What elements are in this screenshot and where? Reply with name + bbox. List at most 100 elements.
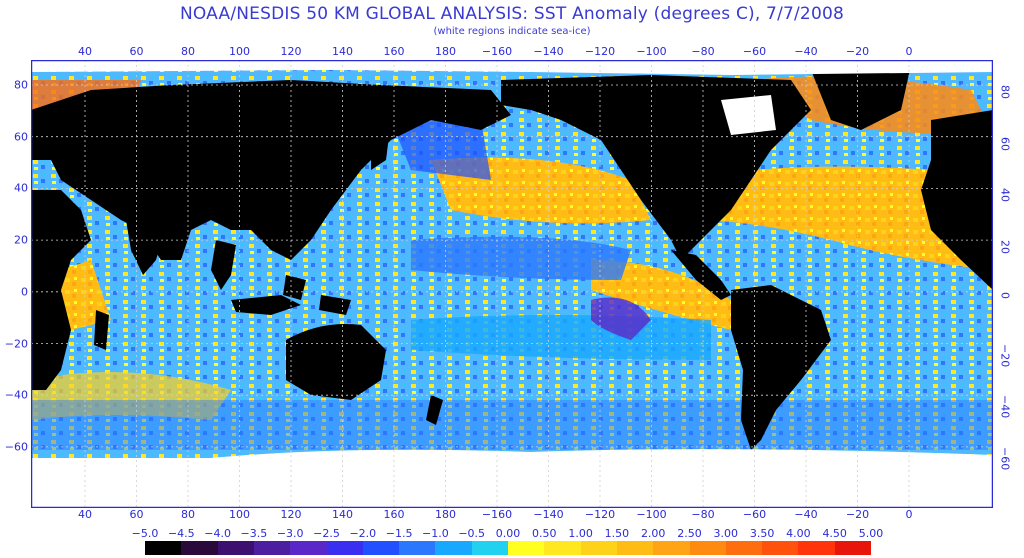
colorbar-swatch xyxy=(544,541,582,555)
land-se-asia xyxy=(211,240,236,290)
latitude-tick-label: 80 xyxy=(14,78,28,92)
colorbar-swatch xyxy=(181,541,219,555)
longitude-tick-label: 40 xyxy=(78,508,92,521)
longitude-tick-label: −40 xyxy=(794,45,818,58)
colorbar-tick-label: −1.5 xyxy=(385,527,413,540)
longitude-tick-label: 120 xyxy=(280,45,302,58)
colorbar-swatch xyxy=(508,541,545,555)
colorbar-tick-label: 4.00 xyxy=(786,527,811,540)
latitude-tick-label: −20 xyxy=(4,337,28,350)
land-greenland xyxy=(811,65,911,130)
longitude-tick-label: −20 xyxy=(845,45,870,58)
longitude-tick-label: −80 xyxy=(691,45,715,58)
latitude-tick-label: 0 xyxy=(998,291,1012,299)
colorbar-tick-label: 2.00 xyxy=(640,527,666,540)
colorbar-tick-label: 3.50 xyxy=(749,527,775,540)
colorbar-swatch xyxy=(798,541,836,555)
latitude-tick-label: −40 xyxy=(4,388,28,402)
colorbar-tick-label: −4.0 xyxy=(204,527,231,540)
land-madagascar xyxy=(94,310,109,350)
latitude-tick-label: −60 xyxy=(4,440,28,454)
colorbar-swatch xyxy=(326,541,364,555)
colorbar-tick-label: −2.0 xyxy=(349,527,377,540)
latitude-tick-label: −20 xyxy=(998,343,1012,367)
colorbar-tick-label: 0.00 xyxy=(495,527,521,540)
latitude-tick-label: 80 xyxy=(998,85,1012,99)
colorbar-tick-label: −1.0 xyxy=(422,527,449,540)
longitude-tick-label: −20 xyxy=(845,508,870,521)
sst-anomaly-map xyxy=(31,60,993,508)
latitude-tick-label: 40 xyxy=(14,181,28,195)
land-central-america xyxy=(671,250,731,300)
graticule-grid xyxy=(31,60,993,508)
colorbar-tick-label: −4.5 xyxy=(167,527,195,540)
longitude-tick-label: −120 xyxy=(584,45,616,58)
longitude-tick-label: −60 xyxy=(742,508,767,521)
colorbar-swatch xyxy=(653,541,690,555)
latitude-tick-label: 20 xyxy=(998,240,1012,255)
land-australia xyxy=(286,324,386,400)
colorbar-tick-label: 0.50 xyxy=(532,527,557,540)
colorbar-swatch xyxy=(725,541,763,555)
land-europe-africa xyxy=(921,110,993,290)
colorbar-tick-label: 1.00 xyxy=(568,527,593,540)
colorbar-tick-label: 2.50 xyxy=(677,527,702,540)
sea-ice-regions xyxy=(31,60,993,508)
longitude-tick-label: 180 xyxy=(435,45,456,58)
map-title: NOAA/NESDIS 50 KM GLOBAL ANALYSIS: SST A… xyxy=(179,4,845,24)
colorbar-swatch xyxy=(834,541,872,555)
latitude-tick-label: −60 xyxy=(998,446,1012,471)
colorbar-tick-label: −3.5 xyxy=(240,527,268,540)
land-india xyxy=(126,220,166,275)
sea-ice-arctic xyxy=(31,60,993,75)
colorbar-tick-label: −0.5 xyxy=(458,527,486,540)
map-subtitle: (white regions indicate sea-ice) xyxy=(433,26,591,37)
land-japan xyxy=(301,160,326,210)
longitude-tick-label: −80 xyxy=(691,508,715,521)
colorbar-swatch xyxy=(471,541,509,555)
colorbar-tick-label: −5.0 xyxy=(131,527,159,540)
land-indonesia xyxy=(231,295,301,315)
latitude-tick-label: −40 xyxy=(998,395,1012,419)
longitude-tick-label: 100 xyxy=(229,508,250,521)
longitude-tick-label: 0 xyxy=(905,508,913,521)
colorbar-swatch xyxy=(435,541,473,555)
longitude-tick-label: −60 xyxy=(742,45,767,58)
latitude-tick-label: 0 xyxy=(21,285,28,299)
longitude-tick-label: 160 xyxy=(383,508,405,521)
longitude-tick-label: 180 xyxy=(435,508,456,521)
colorbar-swatch xyxy=(253,541,291,555)
colorbar-swatch xyxy=(217,541,255,555)
colorbar-swatch xyxy=(689,541,727,555)
longitude-tick-label: 80 xyxy=(181,45,195,58)
colorbar-tick-label: 4.50 xyxy=(822,527,847,540)
latitude-tick-label: 60 xyxy=(14,130,28,144)
longitude-tick-label: 0 xyxy=(905,45,913,58)
longitude-tick-label: −100 xyxy=(636,508,667,521)
longitude-tick-label: −160 xyxy=(481,45,513,58)
longitude-tick-label: 140 xyxy=(332,508,353,521)
longitude-tick-label: 160 xyxy=(383,45,405,58)
longitude-tick-label: 120 xyxy=(280,508,302,521)
longitude-tick-label: 140 xyxy=(332,45,353,58)
colorbar-tick-label: 3.00 xyxy=(713,527,739,540)
colorbar-tick-label: 1.50 xyxy=(604,527,630,540)
colorbar-tick-label: 5.00 xyxy=(858,527,884,540)
sea-ice-antarctic xyxy=(31,458,993,508)
longitude-tick-label: 60 xyxy=(129,508,144,521)
land-eurasia xyxy=(31,80,511,260)
longitude-tick-label: −160 xyxy=(481,508,513,521)
longitude-tick-label: −140 xyxy=(533,45,564,58)
longitude-tick-label: −120 xyxy=(584,508,616,521)
colorbar-swatch xyxy=(145,541,182,555)
longitude-tick-label: −140 xyxy=(533,508,564,521)
colorbar-tick-label: −2.5 xyxy=(313,527,340,540)
colorbar-swatch xyxy=(399,541,436,555)
longitude-tick-label: −40 xyxy=(794,508,818,521)
longitude-tick-label: 40 xyxy=(78,45,92,58)
map-frame xyxy=(31,60,993,508)
colorbar-swatch xyxy=(762,541,799,555)
colorbar-swatch xyxy=(290,541,327,555)
colorbar-swatch xyxy=(580,541,618,555)
longitude-tick-label: 60 xyxy=(129,45,144,58)
